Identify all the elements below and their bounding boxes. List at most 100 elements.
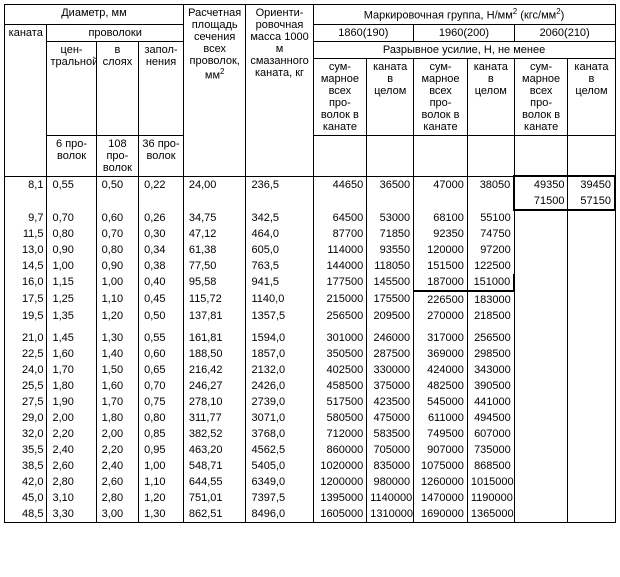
cell [568,394,615,410]
table-row: 8,10,550,500,2224,00236,5446503650047000… [5,176,616,193]
cell: 115,72 [183,291,246,308]
cell: 1690000 [414,506,468,523]
cell: 25,5 [5,378,47,394]
cell: 2,40 [96,458,138,474]
cell [568,506,615,523]
cell: 0,50 [139,308,184,324]
cell: 0,60 [96,210,138,226]
cell: 423500 [367,394,414,410]
cell: 32,0 [5,426,47,442]
cell: 317000 [414,330,468,346]
hdr-whole3: каната в целом [568,58,615,135]
cell: 71850 [367,226,414,242]
cell: 42,0 [5,474,47,490]
cell: 71500 [514,193,568,210]
cell: 1,10 [96,291,138,308]
cell [514,490,568,506]
cell: 2132,0 [246,362,313,378]
cell: 1,00 [139,458,184,474]
cell [568,362,615,378]
cell: 0,65 [139,362,184,378]
cell: 24,0 [5,362,47,378]
cell: 1,80 [96,410,138,426]
cell [514,442,568,458]
cell: 0,50 [96,176,138,193]
cell: 860000 [313,442,367,458]
table-row: 16,01,151,000,4095,58941,517750014550018… [5,274,616,291]
cell: 2,00 [96,426,138,442]
cell: 749500 [414,426,468,442]
cell: 0,85 [139,426,184,442]
cell [514,258,568,274]
cell: 137,81 [183,308,246,324]
cell: 226500 [414,291,468,308]
cell: 47000 [414,176,468,193]
cell: 1,50 [96,362,138,378]
cell [514,378,568,394]
cell: 1,00 [47,258,96,274]
cell: 256500 [313,308,367,324]
cell: 216,42 [183,362,246,378]
cell: 1,35 [47,308,96,324]
cell: 68100 [414,210,468,226]
cell [514,242,568,258]
hdr-diameter: Диаметр, мм [5,5,184,25]
cell [568,330,615,346]
cell: 548,71 [183,458,246,474]
cell: 463,20 [183,442,246,458]
hdr-sum2: сум- марное всех про- волок в канате [414,58,468,135]
cell [568,474,615,490]
cell: 38,5 [5,458,47,474]
cell: 175500 [367,291,414,308]
cell: 1,30 [96,330,138,346]
cell: 0,70 [47,210,96,226]
cell: 1594,0 [246,330,313,346]
cell: 605,0 [246,242,313,258]
cell: 34,75 [183,210,246,226]
cell [514,226,568,242]
cell: 2739,0 [246,394,313,410]
cell: 21,0 [5,330,47,346]
hdr-sum3: сум- марное всех про- волок в канате [514,58,568,135]
cell [139,193,184,210]
cell: 494500 [467,410,514,426]
cell: 8496,0 [246,506,313,523]
cell: 24,00 [183,176,246,193]
cell: 97200 [467,242,514,258]
cell [96,193,138,210]
cell: 0,40 [139,274,184,291]
hdr-whole1: каната в целом [367,58,414,135]
cell: 92350 [414,226,468,242]
cell [568,210,615,226]
cell [514,362,568,378]
cell: 6349,0 [246,474,313,490]
cell: 39450 [568,176,615,193]
cell [467,193,514,210]
cell: 583500 [367,426,414,442]
cell: 57150 [568,193,615,210]
cell: 183000 [467,291,514,308]
cell: 611000 [414,410,468,426]
cell [514,506,568,523]
cell: 1,00 [96,274,138,291]
cell: 144000 [313,258,367,274]
cell [568,378,615,394]
cell: 0,26 [139,210,184,226]
table-row: 42,02,802,601,10644,556349,0120000098000… [5,474,616,490]
cell: 1,30 [139,506,184,523]
cell: 1,10 [139,474,184,490]
cell: 705000 [367,442,414,458]
cell: 17,5 [5,291,47,308]
table-row: 35,52,402,200,95463,204562,5860000705000… [5,442,616,458]
cell: 0,30 [139,226,184,242]
table-row: 38,52,602,401,00548,715405,0102000083500… [5,458,616,474]
cell: 77,50 [183,258,246,274]
cell: 95,58 [183,274,246,291]
hdr-marking-group: Маркировочная группа, Н/мм2 (кгс/мм2) [313,5,615,25]
cell [568,346,615,362]
cell [514,394,568,410]
cell: 87700 [313,226,367,242]
cell [568,458,615,474]
table-row: 13,00,900,800,3461,38605,011400093550120… [5,242,616,258]
cell: 3071,0 [246,410,313,426]
